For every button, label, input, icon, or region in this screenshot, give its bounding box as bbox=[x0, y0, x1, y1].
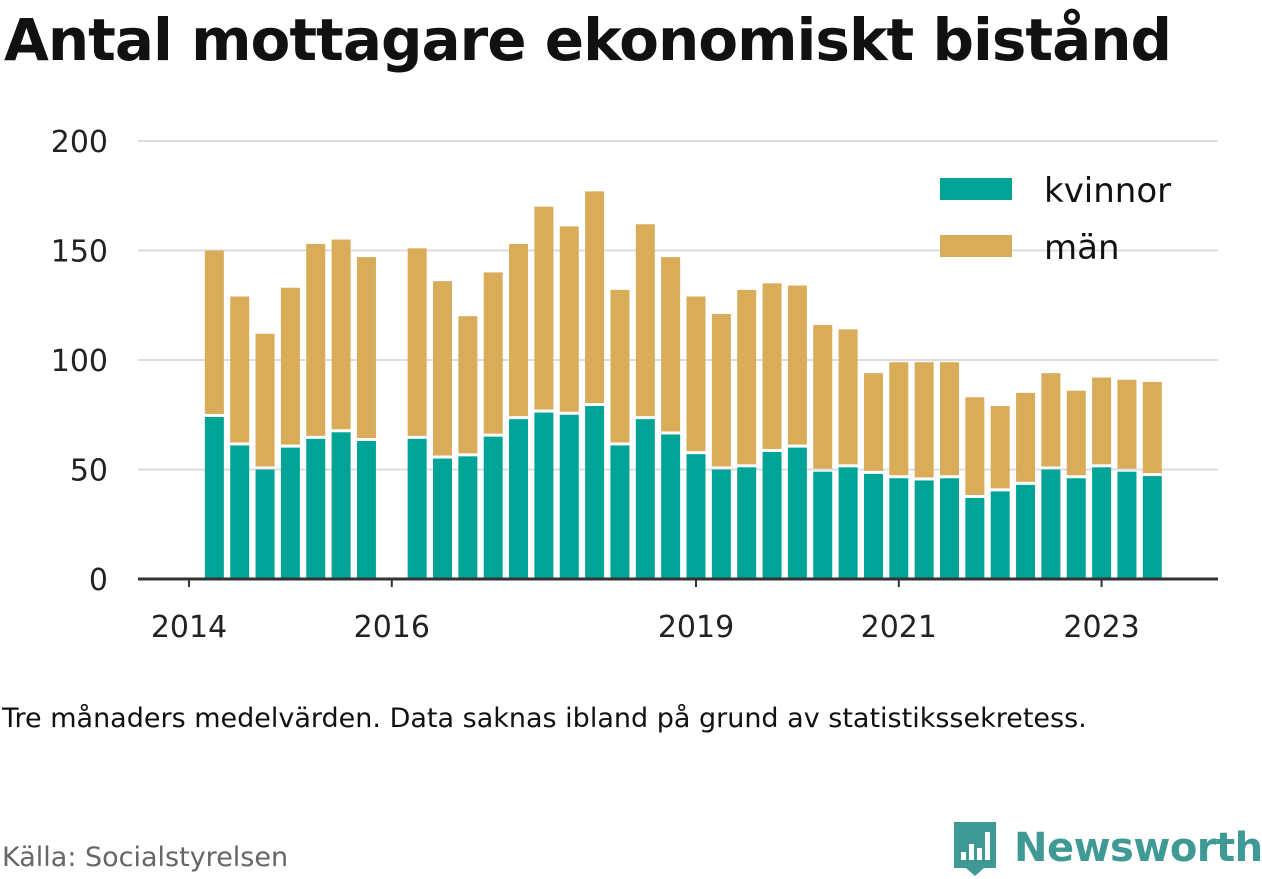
brand[interactable]: Newsworthy bbox=[950, 818, 1262, 878]
y-tick-label: 100 bbox=[51, 344, 108, 379]
bar-man bbox=[1092, 377, 1112, 465]
bar-kvinnor bbox=[407, 438, 427, 579]
y-tick-label: 0 bbox=[89, 563, 108, 598]
bar-man bbox=[635, 224, 655, 417]
bar-kvinnor bbox=[787, 447, 807, 579]
bar-kvinnor bbox=[813, 471, 833, 579]
bar-kvinnor bbox=[762, 451, 782, 579]
bar-man bbox=[1142, 381, 1162, 474]
bar-kvinnor bbox=[1092, 467, 1112, 579]
bar-man bbox=[787, 285, 807, 445]
bar-man bbox=[280, 287, 300, 445]
bar-man bbox=[585, 191, 605, 403]
bar-man bbox=[356, 257, 376, 439]
bar-man bbox=[1041, 373, 1061, 467]
bar-man bbox=[331, 239, 351, 430]
bar-kvinnor bbox=[1016, 484, 1036, 579]
y-tick-label: 50 bbox=[70, 454, 108, 489]
legend-swatch-kvinnor bbox=[940, 178, 1012, 200]
bar-man bbox=[433, 281, 452, 456]
legend: kvinnor män bbox=[940, 171, 1171, 268]
bar-man bbox=[914, 362, 934, 478]
bar-man bbox=[686, 296, 706, 452]
bar-kvinnor bbox=[534, 412, 554, 579]
bar-man bbox=[661, 257, 681, 432]
bar-kvinnor bbox=[661, 434, 681, 579]
bar-man bbox=[863, 373, 883, 471]
y-tick-label: 200 bbox=[51, 125, 108, 160]
x-tick-label: 2016 bbox=[354, 610, 430, 645]
chart-note: Tre månaders medelvärden. Data saknas ib… bbox=[2, 703, 1087, 734]
bar-kvinnor bbox=[433, 458, 452, 579]
bar-man bbox=[889, 362, 909, 476]
bar-man bbox=[534, 206, 554, 410]
legend-label-kvinnor: kvinnor bbox=[1044, 171, 1171, 211]
bar-kvinnor bbox=[863, 473, 883, 579]
bar-man bbox=[965, 397, 985, 495]
bar-man bbox=[230, 296, 250, 443]
bar-man bbox=[509, 243, 529, 417]
bar-man bbox=[737, 289, 757, 465]
bar-man bbox=[407, 248, 427, 436]
bar-man bbox=[610, 289, 630, 443]
bar-man bbox=[204, 250, 224, 414]
x-tick-label: 2021 bbox=[861, 610, 937, 645]
chart-title: Antal mottagare ekonomiskt bistånd bbox=[4, 6, 1172, 74]
bar-kvinnor bbox=[255, 469, 275, 579]
bar-man bbox=[1066, 390, 1086, 476]
stacked-bar-chart: 0 50 100 150 200 2014 2016 2019 2021 2023 kvinnor… bbox=[51, 125, 1218, 645]
bar-man bbox=[559, 226, 579, 412]
bar-kvinnor bbox=[914, 480, 934, 579]
bar-kvinnor bbox=[559, 414, 579, 579]
bar-kvinnor bbox=[585, 405, 605, 579]
bar-man bbox=[940, 362, 959, 476]
bar-kvinnor bbox=[889, 478, 909, 579]
bar-kvinnor bbox=[331, 432, 351, 579]
bar-kvinnor bbox=[1041, 469, 1061, 579]
bar-kvinnor bbox=[1142, 476, 1162, 579]
y-tick-label: 150 bbox=[51, 235, 108, 270]
bar-kvinnor bbox=[940, 478, 959, 579]
bar-kvinnor bbox=[838, 467, 858, 579]
bar-man bbox=[838, 329, 858, 465]
bar-kvinnor bbox=[280, 447, 300, 579]
bar-kvinnor bbox=[686, 454, 706, 579]
bar-kvinnor bbox=[356, 441, 376, 579]
bar-kvinnor bbox=[1066, 478, 1086, 579]
x-tick-label: 2019 bbox=[658, 610, 734, 645]
brand-name: Newsworthy bbox=[1014, 825, 1262, 871]
bar-man bbox=[711, 314, 731, 467]
x-tick-label: 2014 bbox=[151, 610, 227, 645]
bar-man bbox=[255, 333, 275, 467]
bar-kvinnor bbox=[306, 438, 326, 579]
bar-kvinnor bbox=[230, 445, 250, 579]
legend-label-man: män bbox=[1044, 228, 1120, 268]
bar-kvinnor bbox=[458, 456, 478, 579]
bar-man bbox=[762, 283, 782, 449]
bar-kvinnor bbox=[204, 416, 224, 579]
bar-man bbox=[990, 405, 1010, 489]
bar-kvinnor bbox=[737, 467, 757, 579]
bar-kvinnor bbox=[990, 491, 1010, 579]
bar-kvinnor bbox=[965, 497, 985, 579]
axes: 0 50 100 150 200 2014 2016 2019 2021 2023 bbox=[51, 125, 1218, 645]
bar-man bbox=[483, 272, 503, 434]
x-tick-label: 2023 bbox=[1063, 610, 1139, 645]
bar-man bbox=[458, 316, 478, 454]
bar-kvinnor bbox=[635, 419, 655, 579]
bar-man bbox=[1117, 379, 1137, 469]
bar-man bbox=[813, 324, 833, 469]
legend-swatch-man bbox=[940, 235, 1012, 257]
bar-kvinnor bbox=[610, 445, 630, 579]
bar-man bbox=[306, 243, 326, 436]
bar-kvinnor bbox=[483, 436, 503, 579]
newsworthy-logo-icon bbox=[954, 822, 996, 876]
bar-man bbox=[1016, 392, 1036, 482]
bar-kvinnor bbox=[509, 419, 529, 579]
bar-kvinnor bbox=[711, 469, 731, 579]
bar-kvinnor bbox=[1117, 471, 1137, 579]
bars bbox=[204, 191, 1162, 579]
source-text: Källa: Socialstyrelsen bbox=[2, 842, 289, 873]
